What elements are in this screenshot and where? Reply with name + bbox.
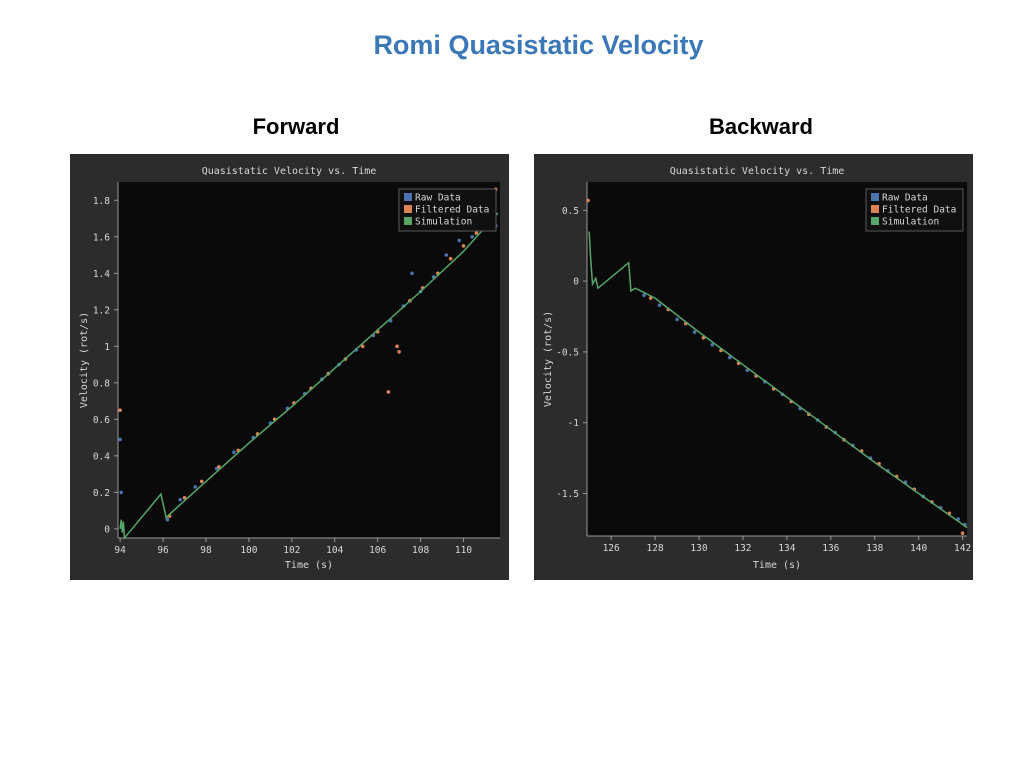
forward-legend-label-filtered-data: Filtered Data	[415, 205, 489, 216]
forward-filtered-data-point	[182, 496, 187, 500]
forward-x-tick-label: 102	[283, 545, 300, 556]
backward-raw-data-point	[657, 303, 662, 307]
forward-y-tick-label: 0.4	[93, 451, 110, 462]
backward-x-axis-label: Time (s)	[753, 560, 801, 571]
forward-chart: Quasistatic Velocity vs. Time 94 96 98 100 10…	[70, 154, 509, 580]
backward-raw-data-point	[642, 293, 646, 298]
backward-legend-swatch-raw-data	[871, 193, 879, 201]
forward-legend-swatch-filtered-data	[404, 205, 412, 213]
backward-filtered-data-point	[648, 296, 653, 300]
forward-y-tick-label: 0	[104, 524, 110, 535]
forward-raw-data-point	[444, 253, 449, 257]
forward-y-tick-label: 1.4	[93, 269, 110, 280]
forward-filtered-data-point	[474, 231, 479, 235]
backward-x-tick-label: 132	[734, 543, 751, 554]
backward-chart-svg: Quasistatic Velocity vs. Time 126 128 130 13…	[534, 154, 973, 580]
forward-legend-swatch-raw-data	[404, 193, 412, 201]
page-title: Romi Quasistatic Velocity	[373, 30, 704, 60]
backward-raw-data-point	[710, 343, 714, 347]
backward-y-axis-label: Velocity (rot/s)	[543, 311, 554, 407]
forward-x-tick-label: 106	[369, 545, 386, 556]
backward-heading: Backward	[709, 114, 813, 139]
forward-filtered-data-point	[461, 244, 466, 248]
forward-filtered-data-point	[199, 479, 204, 484]
backward-filtered-data-point	[960, 531, 965, 535]
forward-y-tick-label: 1.8	[93, 196, 110, 207]
forward-raw-data-point	[470, 235, 474, 239]
backward-x-tick-label: 128	[647, 543, 664, 554]
backward-legend-label-raw-data: Raw Data	[882, 193, 928, 204]
forward-filtered-data-point	[217, 465, 221, 469]
forward-y-tick-label: 0.8	[93, 378, 110, 389]
forward-y-tick-label: 1	[104, 342, 110, 353]
forward-x-tick-label: 108	[412, 545, 429, 556]
forward-filtered-data-point	[360, 344, 365, 349]
forward-x-tick-label: 104	[326, 545, 343, 556]
backward-legend-label-filtered-data: Filtered Data	[882, 205, 956, 216]
forward-legend-label-simulation: Simulation	[415, 217, 472, 228]
backward-legend-swatch-filtered-data	[871, 205, 879, 213]
forward-x-tick-label: 100	[240, 545, 257, 556]
forward-simulation-line	[119, 212, 499, 540]
backward-legend-label-simulation: Simulation	[882, 217, 939, 228]
backward-y-tick-label: -1.5	[556, 489, 579, 500]
forward-filtered-data-point	[397, 350, 401, 354]
backward-y-tick-label: -0.5	[556, 347, 579, 358]
forward-raw-data-point	[178, 497, 182, 502]
forward-legend-swatch-simulation	[404, 217, 412, 225]
backward-raw-data-point	[692, 330, 697, 334]
forward-x-axis-label: Time (s)	[285, 560, 333, 571]
forward-x-tick-label: 110	[455, 545, 472, 556]
forward-raw-data-point	[193, 485, 198, 489]
forward-filtered-data-point	[395, 344, 399, 349]
backward-chart: Quasistatic Velocity vs. Time 126 128 130 13…	[534, 154, 973, 580]
backward-y-tick-label: 0.5	[562, 206, 579, 217]
forward-raw-data-point	[119, 490, 123, 495]
backward-filtered-data-point	[586, 198, 590, 203]
backward-x-tick-label: 136	[822, 543, 839, 554]
forward-y-tick-label: 1.2	[93, 305, 110, 316]
forward-y-tick-label: 0.2	[93, 488, 110, 499]
forward-raw-data-point	[457, 238, 462, 243]
backward-plot-area	[587, 182, 967, 536]
backward-x-tick-label: 142	[954, 543, 971, 554]
backward-legend	[865, 188, 964, 232]
forward-raw-data-point	[410, 271, 414, 276]
backward-simulation-line	[588, 231, 968, 529]
forward-legend	[398, 188, 497, 232]
forward-raw-data-point	[118, 437, 122, 442]
forward-x-tick-label: 96	[157, 545, 169, 556]
forward-filtered-data-point	[118, 408, 122, 412]
backward-x-tick-label: 130	[690, 543, 707, 554]
forward-filtered-data-point	[448, 256, 453, 261]
backward-y-tick-label: 0	[573, 277, 579, 288]
forward-raw-data-point	[232, 450, 236, 455]
backward-raw-data-point	[728, 355, 732, 360]
backward-y-tick-label: -1	[568, 418, 580, 429]
backward-legend-swatch-simulation	[871, 217, 879, 225]
forward-x-tick-label: 98	[200, 545, 212, 556]
backward-x-tick-label: 138	[866, 543, 883, 554]
forward-legend-label-raw-data: Raw Data	[415, 193, 461, 204]
forward-heading: Forward	[252, 114, 340, 139]
forward-title: Quasistatic Velocity vs. Time	[202, 166, 377, 177]
forward-y-axis-label: Velocity (rot/s)	[79, 312, 90, 408]
forward-filtered-data-point	[386, 390, 391, 394]
backward-x-tick-label: 126	[603, 543, 620, 554]
backward-x-tick-label: 134	[778, 543, 795, 554]
backward-x-tick-label: 140	[910, 543, 927, 554]
forward-plot-area	[118, 182, 500, 538]
forward-y-tick-label: 1.6	[93, 232, 110, 243]
forward-x-tick-label: 94	[114, 545, 126, 556]
backward-raw-data-point	[675, 317, 679, 322]
forward-y-tick-label: 0.6	[93, 415, 110, 426]
backward-title: Quasistatic Velocity vs. Time	[670, 166, 845, 177]
